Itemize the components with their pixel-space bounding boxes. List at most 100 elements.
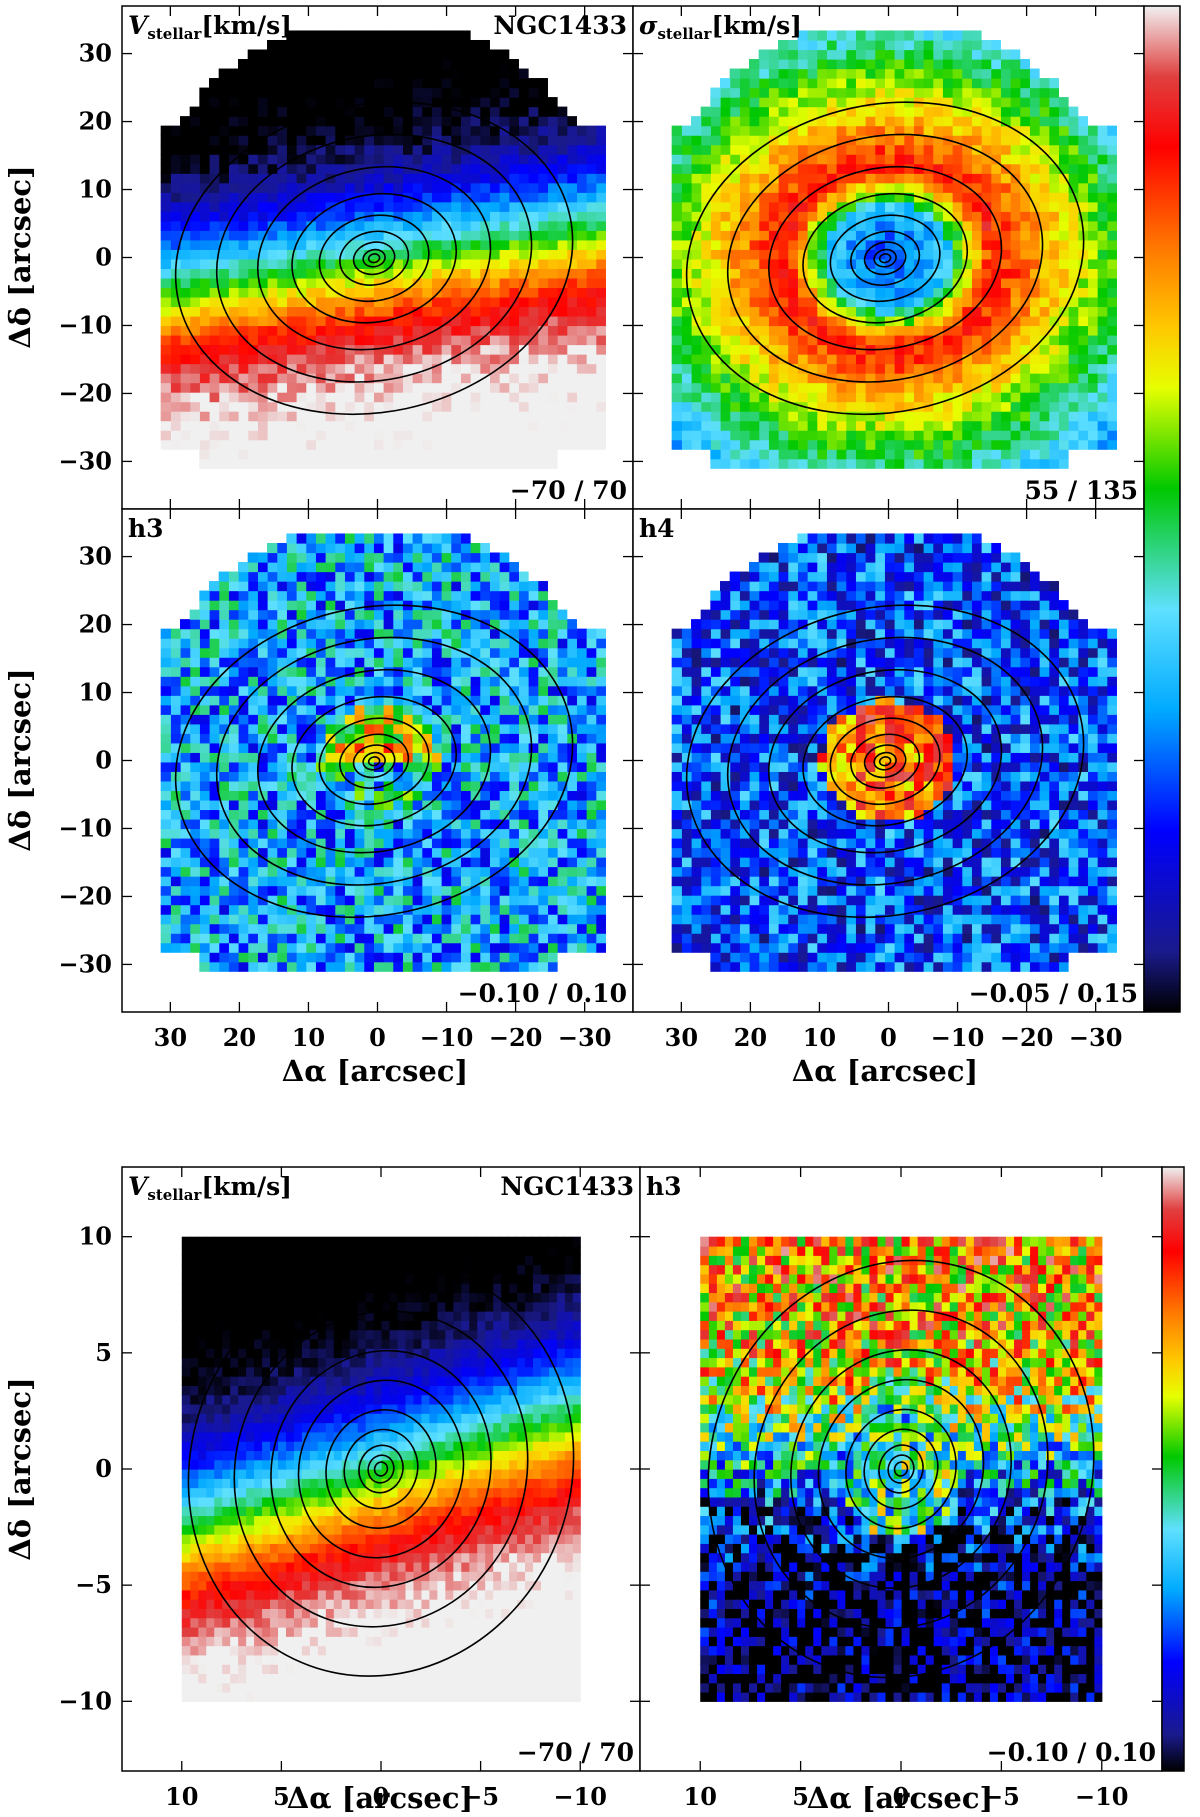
heatmap-cell	[160, 211, 171, 222]
heatmap-cell	[671, 220, 682, 231]
heatmap-cell	[489, 885, 500, 896]
heatmap-cell	[412, 799, 423, 811]
heatmap-cell	[247, 382, 258, 393]
heatmap-cell	[518, 923, 529, 934]
heatmap-cell	[383, 296, 394, 308]
heatmap-cell	[952, 30, 963, 41]
heatmap-cell	[807, 116, 818, 127]
heatmap-cell	[894, 344, 905, 355]
heatmap-cell	[1068, 154, 1079, 165]
heatmap-cell	[296, 799, 307, 811]
heatmap-cell	[586, 154, 597, 165]
heatmap-cell	[180, 135, 191, 146]
heatmap-cell	[586, 373, 597, 384]
heatmap-cell	[296, 771, 307, 782]
heatmap-cell	[325, 287, 336, 298]
heatmap-cell	[392, 771, 403, 782]
heatmap-cell	[816, 344, 827, 355]
heatmap-cell	[412, 277, 423, 289]
heatmap-cell	[1010, 306, 1021, 317]
heatmap-cell	[383, 230, 394, 241]
heatmap-cell	[961, 287, 972, 298]
heatmap-cell	[1097, 420, 1108, 431]
heatmap-cell	[894, 125, 905, 136]
heatmap-cell	[913, 315, 924, 327]
heatmap-cell	[537, 866, 548, 877]
heatmap-cell	[218, 780, 229, 792]
heatmap-cell	[296, 354, 307, 365]
heatmap-cell	[720, 87, 731, 98]
heatmap-cell	[952, 363, 963, 374]
heatmap-cell	[363, 818, 374, 830]
heatmap-cell	[392, 439, 403, 450]
heatmap-cell	[537, 847, 548, 858]
heatmap-cell	[257, 106, 268, 117]
heatmap-cell	[826, 182, 837, 193]
heatmap-cell	[932, 239, 943, 250]
heatmap-cell	[296, 847, 307, 858]
heatmap-cell	[296, 220, 307, 231]
heatmap-cell	[421, 780, 432, 792]
heatmap-cell	[932, 296, 943, 308]
heatmap-cell	[508, 144, 519, 155]
heatmap-cell	[247, 866, 258, 877]
heatmap-cell	[874, 373, 885, 384]
heatmap-cell	[470, 296, 481, 308]
heatmap-cell	[787, 68, 798, 79]
heatmap-cell	[981, 458, 992, 469]
heatmap-cell	[180, 306, 191, 317]
heatmap-cell	[749, 449, 760, 460]
heatmap-cell	[315, 420, 326, 431]
heatmap-cell	[518, 230, 529, 241]
heatmap-cell	[797, 220, 808, 231]
heatmap-cell	[739, 239, 750, 250]
heatmap-cell	[720, 154, 731, 165]
heatmap-cell	[373, 287, 384, 298]
heatmap-cell	[412, 933, 423, 944]
heatmap-cell	[354, 154, 365, 165]
heatmap-cell	[247, 116, 258, 127]
heatmap-cell	[218, 876, 229, 887]
heatmap-cell	[363, 828, 374, 839]
heatmap-cell	[218, 201, 229, 212]
heatmap-cell	[971, 325, 982, 336]
y-tick-label: 10	[79, 175, 112, 204]
heatmap-cell	[671, 401, 682, 412]
heatmap-cell	[1097, 334, 1108, 346]
heatmap-cell	[247, 344, 258, 355]
heatmap-cell	[671, 201, 682, 212]
heatmap-cell	[942, 154, 953, 165]
heatmap-cell	[1077, 135, 1088, 146]
heatmap-cell	[971, 182, 982, 193]
heatmap-cell	[518, 382, 529, 393]
heatmap-cell	[739, 325, 750, 336]
heatmap-cell	[1087, 220, 1098, 231]
heatmap-cell	[1077, 344, 1088, 355]
heatmap-cell	[1029, 268, 1040, 279]
heatmap-cell	[874, 258, 885, 269]
heatmap-cell	[836, 106, 847, 117]
heatmap-cell	[1010, 420, 1021, 431]
panel-h3-full: 30 20 10 0 −10 −20 −303020100−10−20−30h3−0.10 …	[58, 508, 634, 1052]
y-tick-label: −20	[58, 378, 112, 407]
heatmap-cell	[354, 268, 365, 279]
heatmap-cell	[315, 761, 326, 772]
heatmap-cell	[296, 914, 307, 925]
heatmap-cell	[479, 449, 490, 460]
heatmap-cell	[671, 144, 682, 155]
heatmap-cell	[961, 220, 972, 231]
heatmap-cell	[354, 78, 365, 89]
heatmap-cell	[547, 876, 558, 887]
heatmap-cell	[961, 411, 972, 422]
heatmap-cell	[276, 192, 287, 203]
heatmap-cell	[180, 192, 191, 203]
heatmap-cell	[373, 344, 384, 355]
heatmap-cell	[508, 961, 519, 972]
heatmap-cell	[421, 68, 432, 79]
heatmap-cell	[797, 59, 808, 70]
heatmap-cell	[325, 771, 336, 782]
heatmap-cell	[576, 837, 587, 849]
contour-line	[291, 192, 458, 324]
heatmap-cell	[228, 258, 239, 269]
